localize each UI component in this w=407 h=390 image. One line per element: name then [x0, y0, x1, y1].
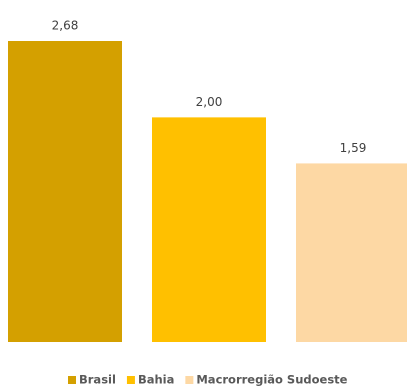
legend-swatch [185, 376, 194, 384]
bar [152, 117, 266, 342]
bar [8, 41, 122, 342]
value-label: 2,68 [52, 19, 79, 33]
value-label: 1,59 [340, 141, 367, 155]
legend-swatch [126, 376, 135, 384]
legend-label: Brasil [79, 373, 116, 387]
legend-swatch [68, 376, 76, 384]
legend-label: Bahia [138, 373, 174, 387]
legend-label: Macrorregião Sudoeste [196, 373, 347, 387]
bar [296, 163, 407, 342]
value-label: 2,00 [196, 95, 223, 109]
